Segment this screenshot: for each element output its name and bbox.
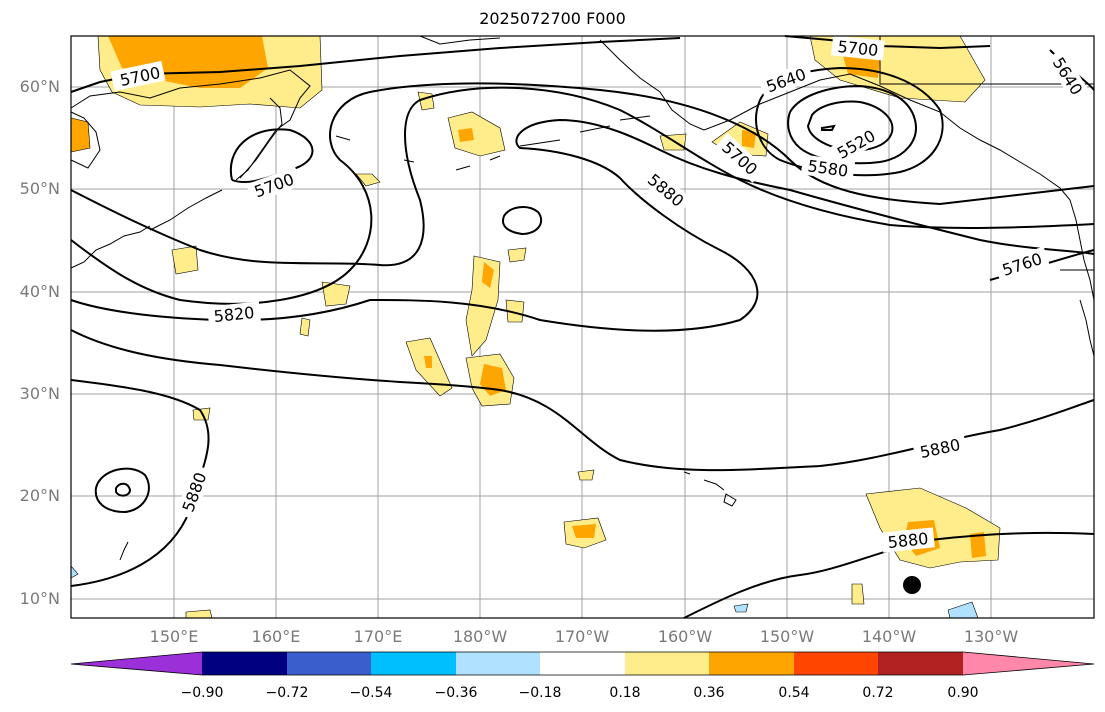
contour-ridge-inner: [70, 86, 1095, 267]
shade-aleutian: [447, 111, 506, 157]
island-hawaii-3: [723, 493, 737, 507]
contour-5520-low: [806, 100, 894, 152]
colorbar-swatch: [878, 652, 963, 675]
shade-w-island-core: [424, 356, 432, 368]
contour-5880-lower: [70, 379, 210, 587]
colorbar-extend-high: [963, 652, 1094, 675]
shade-east-tropic-core-2: [970, 532, 986, 558]
contour-5940-ring-2: [94, 467, 150, 514]
shade-aleutian-core: [458, 128, 474, 142]
colorbar-tick-label: 0.54: [778, 685, 810, 701]
lon-label: 140°W: [861, 627, 917, 646]
shade-small-2: [355, 173, 381, 187]
contour-label: 5700: [837, 37, 879, 60]
lon-label: 180°W: [452, 627, 508, 646]
contour-5640-low: [755, 66, 944, 177]
colorbar-tick-label: −0.18: [518, 685, 562, 701]
colorbar-tick-label: −0.72: [265, 685, 309, 701]
contour-5880-south: [683, 531, 1095, 619]
islands: [119, 115, 737, 561]
lat-label: 20°N: [19, 486, 60, 505]
colorbar-tick-label: 0.90: [947, 685, 979, 701]
shade-hawaii-sw-core: [572, 524, 596, 538]
lat-label: 40°N: [19, 282, 60, 301]
lon-label: 160°W: [657, 627, 713, 646]
island-aleutians: [335, 115, 651, 171]
coast-alaska-west: [599, 39, 705, 131]
shade-west-edge: [70, 117, 91, 153]
shade-small-7: [507, 247, 527, 263]
colorbar-tick-label: −0.36: [434, 685, 478, 701]
colorbar-tick-label: −0.90: [180, 685, 224, 701]
shade-small-4: [321, 281, 351, 307]
shade-central-chain-core: [482, 262, 494, 288]
lat-label: 10°N: [19, 589, 60, 608]
colorbar-swatch: [709, 652, 794, 675]
island-kurils: [149, 189, 223, 231]
lon-label: 150°W: [759, 627, 815, 646]
shade-small-5: [171, 245, 199, 275]
island-hawaii-1: [683, 471, 691, 475]
colorbar-tick-label: 0.72: [862, 685, 894, 701]
lat-label: 50°N: [19, 179, 60, 198]
map-title: 2025072700 F000: [479, 9, 626, 28]
colorbar-swatch: [456, 652, 540, 675]
colorbar-swatch: [625, 652, 709, 675]
coast-us-west: [1079, 299, 1095, 357]
colorbar-swatch: [540, 652, 625, 675]
shade-small-6: [505, 299, 525, 323]
shade-small-10: [577, 469, 595, 481]
colorbar-swatch: [371, 652, 456, 675]
lon-label: 170°E: [353, 627, 403, 646]
coast-kamchatka: [239, 97, 283, 179]
coast-sea-okhotsk: [70, 111, 101, 169]
island-marianas: [119, 541, 129, 561]
shade-small-11: [851, 583, 865, 605]
shade-alaska-coast-core: [742, 130, 756, 148]
colorbar-tick-label: 0.36: [693, 685, 725, 701]
colorbar-outline: [70, 651, 1095, 676]
lat-label: 30°N: [19, 384, 60, 403]
coastlines: [70, 35, 1095, 357]
lon-label: 170°W: [554, 627, 610, 646]
lon-label: 160°E: [251, 627, 301, 646]
colorbar-tick-label: −0.54: [349, 685, 393, 701]
contour-5880-trough: [70, 118, 1095, 332]
lon-label: 150°E: [149, 627, 199, 646]
island-hawaii-2: [703, 479, 725, 491]
contour-label: 5880: [887, 529, 929, 552]
shade-small-8: [299, 317, 311, 337]
contour-label: 5820: [213, 303, 255, 326]
colorbar-swatch: [202, 652, 287, 675]
shade-small-3: [659, 133, 687, 151]
colorbar-extend-low: [71, 652, 202, 675]
lat-label: 60°N: [19, 77, 60, 96]
coast-canada: [1069, 199, 1095, 301]
contour-5940-ring-1: [502, 206, 543, 236]
coast-japan: [70, 225, 151, 269]
colorbar-tick-label: 0.18: [609, 685, 641, 701]
contour-5820-big: [70, 82, 1095, 305]
contour-5460-low: [821, 124, 836, 131]
colorbar-swatch: [794, 652, 878, 675]
colorbar-swatch: [287, 652, 371, 675]
coast-siberia: [70, 69, 311, 181]
coast-bering-north: [419, 35, 501, 45]
coast-alaska-south: [703, 73, 1071, 201]
contour-5940-ring-3: [115, 482, 132, 497]
contour-labels: 5700 5700 5700 5700 5640 5640 5520 5580 …: [110, 35, 1091, 553]
contour-5580-low: [787, 84, 917, 165]
map-frame: [70, 35, 1095, 619]
storm-center-marker: [903, 576, 921, 594]
colorbar: [70, 651, 1095, 676]
shade-neg-2: [733, 603, 749, 613]
lon-label: 130°W: [963, 627, 1019, 646]
